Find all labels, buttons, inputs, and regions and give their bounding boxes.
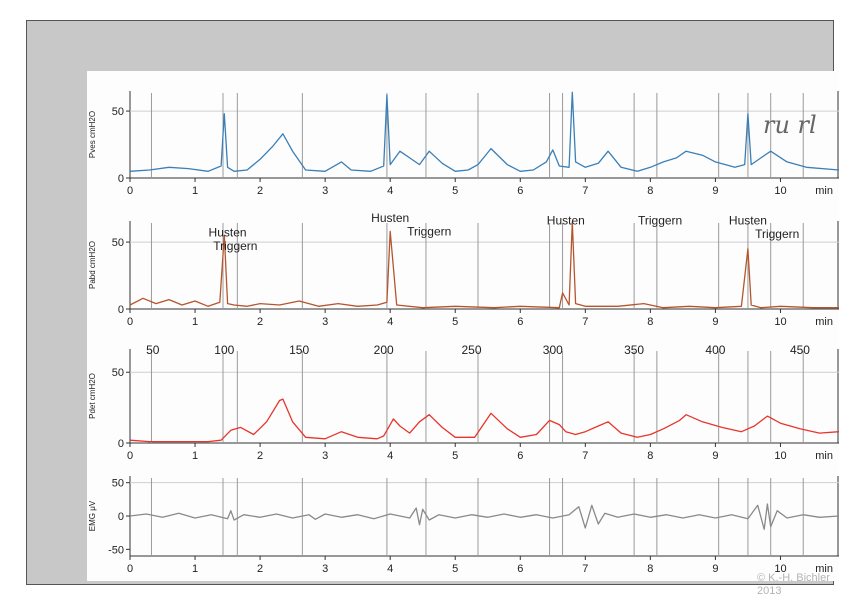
y-axis-label: Pabd cmH2O	[88, 241, 97, 289]
annotation-label: Triggern	[638, 214, 682, 228]
annotation-label: Husten	[371, 211, 409, 225]
x-tick-label: 2	[257, 450, 263, 462]
x-tick-label: 4	[387, 563, 393, 575]
y-tick-label: 50	[112, 367, 124, 379]
y-tick-label: 0	[118, 438, 124, 450]
x-tick-label: 9	[712, 316, 718, 328]
x-tick-label: 1	[192, 450, 198, 462]
x-unit-label: min	[815, 563, 833, 575]
x-tick-label: 7	[582, 316, 588, 328]
x-tick-label: 8	[647, 316, 653, 328]
chart-paper: 0 50 Pves cmH2O 0 1 2 3 4 5 6 7 8 9 10 min 0 50 Pabd cmH2…	[87, 71, 839, 581]
annotation-label: Husten	[547, 214, 585, 228]
copyright-text: © K.-H. Bichler 2013	[757, 572, 830, 597]
x-unit-label: min	[815, 450, 833, 462]
x-tick-label: 6	[517, 563, 523, 575]
x-tick-label: 9	[712, 450, 718, 462]
y-axis-label: EMG μV	[88, 500, 97, 531]
volume-tick-label: 300	[543, 343, 563, 357]
annotation-label: Triggern	[755, 227, 799, 241]
annotation-label: Husten	[729, 214, 767, 228]
x-tick-label: 10	[774, 185, 786, 197]
annotation-label: Triggern	[407, 224, 451, 238]
x-tick-label: 9	[712, 185, 718, 197]
x-tick-label: 3	[322, 316, 328, 328]
x-tick-label: 2	[257, 185, 263, 197]
x-tick-label: 7	[582, 450, 588, 462]
x-tick-label: 7	[582, 563, 588, 575]
volume-tick-label: 200	[374, 343, 394, 357]
x-tick-label: 5	[452, 450, 458, 462]
x-tick-label: 10	[774, 316, 786, 328]
x-tick-label: 1	[192, 563, 198, 575]
x-tick-label: 2	[257, 316, 263, 328]
annotation-label: Triggern	[213, 239, 257, 253]
x-tick-label: 8	[647, 563, 653, 575]
x-tick-label: 3	[322, 563, 328, 575]
x-unit-label: min	[815, 185, 833, 197]
x-tick-label: 4	[387, 450, 393, 462]
x-tick-label: 3	[322, 185, 328, 197]
x-tick-label: 1	[192, 316, 198, 328]
x-tick-label: 2	[257, 563, 263, 575]
x-tick-label: 6	[517, 450, 523, 462]
x-tick-label: 1	[192, 185, 198, 197]
x-tick-label: 10	[774, 450, 786, 462]
y-tick-label: 0	[118, 173, 124, 185]
series-line	[129, 398, 839, 443]
x-tick-label: 6	[517, 316, 523, 328]
volume-tick-label: 350	[624, 343, 644, 357]
y-tick-label: 50	[112, 106, 124, 118]
x-tick-label: 0	[127, 185, 133, 197]
volume-tick-label: 450	[790, 343, 810, 357]
x-unit-label: min	[815, 316, 833, 328]
volume-tick-label: 400	[705, 343, 725, 357]
y-axis-label: Pves cmH2O	[88, 111, 97, 158]
y-tick-label: 50	[112, 237, 124, 249]
x-tick-label: 5	[452, 185, 458, 197]
y-tick-label: 0	[118, 304, 124, 316]
y-tick-label: 0	[118, 511, 124, 523]
x-tick-label: 3	[322, 450, 328, 462]
y-axis-label: Pdet cmH2O	[88, 373, 97, 419]
x-tick-label: 0	[127, 450, 133, 462]
annotation-label: Husten	[209, 226, 247, 240]
x-tick-label: 8	[647, 185, 653, 197]
y-tick-label: 50	[112, 478, 124, 490]
series-line	[129, 221, 839, 309]
x-tick-label: 0	[127, 316, 133, 328]
x-tick-label: 5	[452, 316, 458, 328]
volume-tick-label: 250	[461, 343, 481, 357]
volume-tick-label: 50	[146, 343, 160, 357]
x-tick-label: 9	[712, 563, 718, 575]
x-tick-label: 6	[517, 185, 523, 197]
x-tick-label: 4	[387, 316, 393, 328]
volume-tick-label: 150	[289, 343, 309, 357]
x-tick-label: 5	[452, 563, 458, 575]
series-line	[129, 91, 839, 172]
x-tick-label: 4	[387, 185, 393, 197]
x-tick-label: 0	[127, 563, 133, 575]
x-tick-label: 7	[582, 185, 588, 197]
handwriting-scribble: ru rl	[763, 111, 817, 139]
x-tick-label: 10	[774, 563, 786, 575]
y-tick-label: -50	[108, 544, 124, 556]
series-line	[129, 503, 839, 530]
slide-frame: 0 50 Pves cmH2O 0 1 2 3 4 5 6 7 8 9 10 min 0 50 Pabd cmH2…	[26, 20, 839, 585]
x-tick-label: 8	[647, 450, 653, 462]
volume-tick-label: 100	[214, 343, 234, 357]
